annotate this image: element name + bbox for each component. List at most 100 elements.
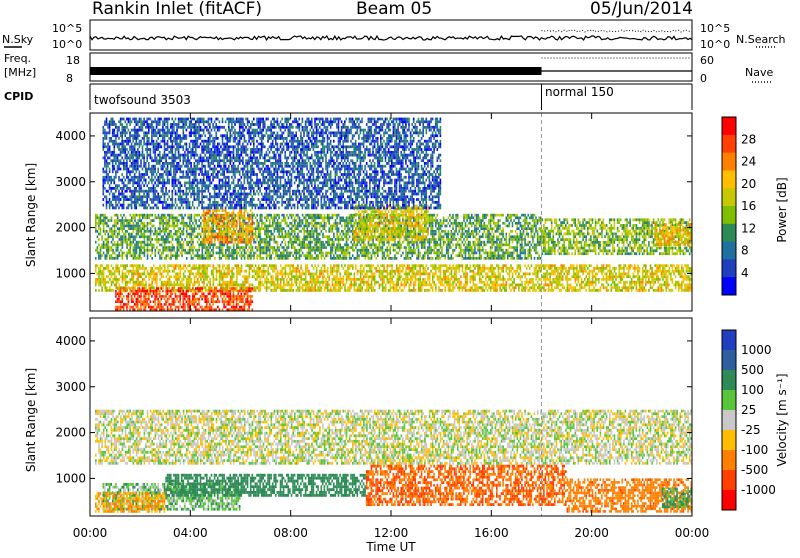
power-cell	[186, 241, 188, 244]
power-cell	[228, 230, 230, 233]
power-cell	[661, 252, 663, 255]
power-cell	[256, 249, 258, 252]
power-cell	[111, 217, 113, 220]
power-cell	[462, 225, 464, 228]
power-cell	[626, 238, 628, 241]
power-cell	[177, 244, 179, 247]
power-cell	[164, 222, 166, 225]
power-cell	[440, 257, 442, 260]
power-cell	[319, 244, 321, 247]
power-cell	[422, 233, 424, 236]
power-cell	[506, 233, 508, 236]
power-cell	[98, 233, 100, 236]
power-cell	[316, 249, 318, 252]
power-cell	[292, 235, 294, 238]
power-cell	[333, 246, 335, 249]
power-cell	[226, 238, 228, 241]
power-cell	[264, 238, 266, 241]
power-cell	[130, 244, 132, 247]
power-cell	[584, 252, 586, 255]
power-cell	[571, 218, 573, 221]
power-cell	[454, 233, 456, 236]
power-cell	[469, 244, 471, 247]
power-cell	[581, 233, 583, 236]
power-cell	[415, 233, 417, 236]
power-cell	[164, 281, 166, 284]
power-cell	[451, 238, 453, 241]
power-cell	[388, 239, 390, 242]
power-cell	[520, 244, 522, 247]
power-cell	[238, 246, 240, 249]
power-cell	[316, 241, 318, 244]
power-cell	[123, 219, 125, 222]
power-cell	[584, 235, 586, 238]
power-cell	[169, 249, 171, 252]
power-cell	[236, 246, 238, 249]
power-cell	[388, 224, 390, 227]
power-cell	[186, 252, 188, 255]
power-cell	[527, 244, 529, 247]
power-cell	[302, 241, 304, 244]
power-cell	[223, 225, 225, 228]
power-cell	[162, 235, 164, 238]
power-cell	[97, 273, 99, 276]
power-cell	[521, 235, 523, 238]
power-cell	[617, 238, 619, 241]
power-cell	[360, 227, 362, 230]
power-cell	[250, 233, 252, 236]
power-cell	[228, 254, 230, 257]
power-cell	[250, 244, 252, 247]
power-cell	[336, 222, 338, 225]
power-cell	[592, 218, 594, 221]
power-cell	[142, 241, 144, 244]
power-cell	[437, 249, 439, 252]
power-cell	[393, 246, 395, 249]
power-cell	[358, 241, 360, 244]
power-cell	[493, 241, 495, 244]
power-cell	[498, 246, 500, 249]
power-cell	[186, 233, 188, 236]
power-cell	[231, 257, 233, 260]
power-cell	[308, 217, 310, 220]
power-cell	[407, 227, 409, 230]
power-cell	[274, 246, 276, 249]
power-cell	[183, 227, 185, 230]
power-cell	[192, 238, 194, 241]
power-cell	[433, 244, 435, 247]
power-cell	[396, 244, 398, 247]
power-cell	[568, 227, 570, 230]
power-cell	[106, 249, 108, 252]
power-cell	[153, 225, 155, 228]
power-cell	[175, 254, 177, 257]
power-cell	[95, 267, 97, 270]
power-cell	[219, 246, 221, 249]
power-cell	[167, 270, 169, 273]
power-cell	[683, 218, 685, 221]
power-cell	[211, 217, 213, 220]
power-cell	[181, 267, 183, 270]
power-cell	[459, 227, 461, 230]
power-cell	[191, 214, 193, 217]
power-cell	[476, 219, 478, 222]
power-cell	[559, 247, 561, 250]
power-cell	[568, 244, 570, 247]
power-cell	[466, 233, 468, 236]
power-cell	[560, 238, 562, 241]
power-cell	[476, 227, 478, 230]
power-cell	[582, 238, 584, 241]
power-cell	[606, 233, 608, 236]
power-cell	[151, 278, 153, 281]
power-cell	[465, 241, 467, 244]
power-cell	[664, 218, 666, 221]
power-cell	[651, 221, 653, 224]
power-cell	[443, 217, 445, 220]
power-cell	[131, 244, 133, 247]
power-cell	[549, 230, 551, 233]
power-cell	[130, 238, 132, 241]
power-cell	[194, 225, 196, 228]
power-cell	[106, 225, 108, 228]
power-cell	[506, 244, 508, 247]
power-cell	[122, 217, 124, 220]
power-cell	[173, 249, 175, 252]
power-cell	[285, 235, 287, 238]
